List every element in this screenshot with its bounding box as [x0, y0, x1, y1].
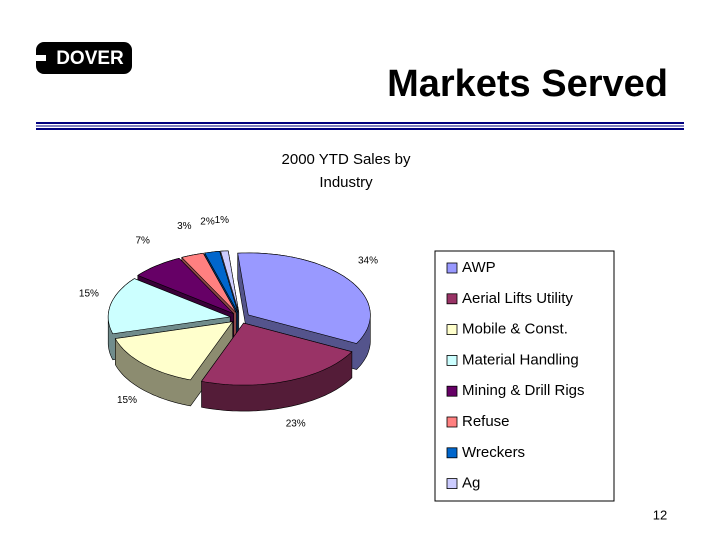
data-label: 34% — [358, 255, 378, 266]
data-label: 3% — [177, 221, 192, 232]
legend-swatch — [446, 385, 458, 397]
legend-label: Mining & Drill Rigs — [462, 382, 585, 399]
slice — [237, 252, 371, 344]
rule — [36, 122, 684, 124]
legend-swatch — [446, 447, 458, 459]
legend-label: AWP — [462, 259, 496, 276]
legend-label: Ag — [462, 475, 480, 492]
slice — [200, 322, 353, 386]
data-label: 15% — [79, 289, 99, 300]
legend-label: Wreckers — [462, 444, 525, 461]
data-label: 1% — [215, 215, 230, 226]
legend-label: Refuse — [462, 413, 510, 430]
legend-label: Material Handling — [462, 351, 579, 368]
rule — [36, 128, 684, 130]
slide-title: Markets Served — [387, 63, 668, 105]
legend-swatch — [446, 293, 458, 305]
logo-text: DOVER — [56, 48, 124, 69]
legend-swatch — [446, 478, 458, 490]
slice — [220, 250, 240, 313]
slice — [204, 250, 239, 313]
legend-swatch — [446, 262, 458, 274]
data-label: 23% — [286, 418, 306, 429]
slice — [137, 257, 234, 314]
slice — [114, 321, 234, 381]
slice — [107, 278, 232, 335]
legend-label: Mobile & Const. — [462, 321, 568, 338]
data-label: 15% — [117, 395, 137, 406]
slice — [181, 252, 237, 314]
data-label: 7% — [135, 235, 150, 246]
logo-notch — [36, 55, 46, 61]
rule — [36, 125, 684, 127]
chart-title: 2000 YTD Sales by Industry — [281, 151, 411, 191]
page-number: 12 — [653, 507, 667, 522]
legend-box — [434, 250, 615, 502]
data-label: 2% — [200, 217, 215, 228]
legend-swatch — [446, 416, 458, 428]
logo-badge — [36, 42, 132, 74]
legend-label: Aerial Lifts Utility — [462, 290, 573, 307]
legend-swatch — [446, 354, 458, 366]
legend-swatch — [446, 324, 458, 336]
